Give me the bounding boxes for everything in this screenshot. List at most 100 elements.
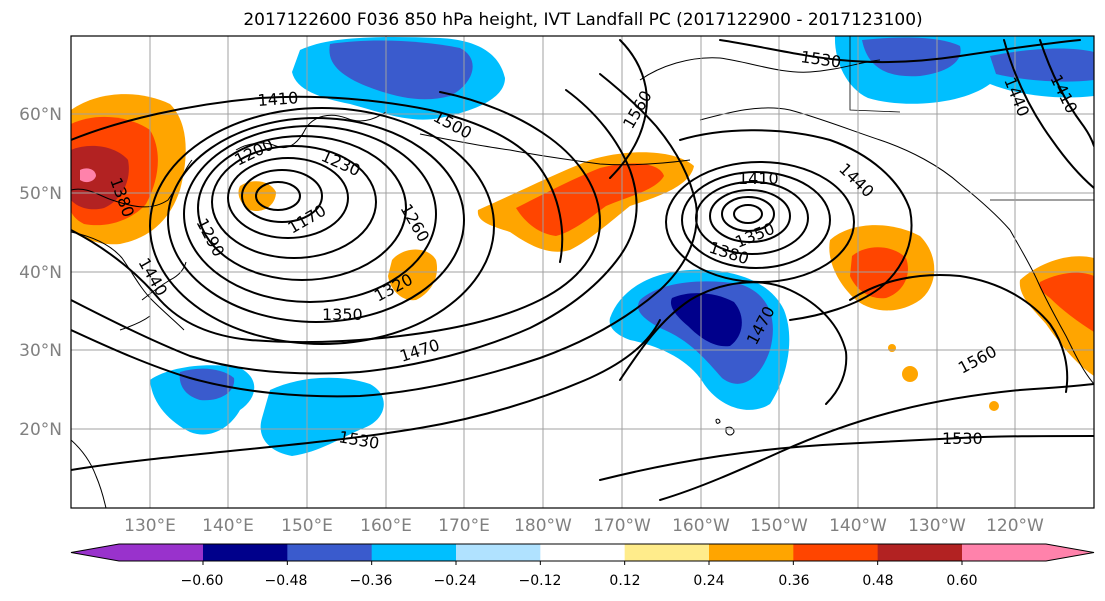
colorbar-label-2: −0.48: [265, 573, 308, 589]
contour-low-west-7: [167, 117, 465, 323]
lat-label-20n: 20°N: [19, 420, 62, 440]
colorbar-label-4: −0.24: [434, 573, 477, 589]
contour-1500-west: [71, 73, 698, 398]
colorbar-tick-labels: −0.60 −0.48 −0.36 −0.24 −0.12 0.12 0.24 …: [181, 573, 978, 589]
negative-ivt-shading: [150, 36, 1094, 456]
contour-label-16: 1410: [738, 169, 779, 188]
lon-label-140w: 140°W: [829, 516, 887, 536]
lat-label-30n: 30°N: [19, 341, 62, 361]
colorbar-label-10: 0.60: [946, 573, 977, 589]
contour-1440-west: [71, 91, 601, 344]
coast-aleutians: [419, 133, 691, 166]
contour-1530-top: [719, 39, 1081, 64]
contour-1410-west: [71, 95, 564, 263]
colorbar-segment-3: [371, 544, 457, 561]
lon-label-130w: 130°W: [908, 516, 966, 536]
lat-axis-labels: 60°N 50°N 40°N 30°N 20°N: [19, 105, 62, 440]
colorbar-label-8: 0.36: [778, 573, 809, 589]
lon-label-130e: 130°E: [124, 516, 176, 536]
colorbar-segment-7: [709, 544, 794, 561]
colorbar-segment-extend-low: [71, 544, 203, 561]
contour-low-west-3: [227, 157, 349, 239]
contour-1470-east: [619, 281, 848, 405]
shade-region-ne-red: [850, 247, 908, 299]
colorbar-label-7: 0.24: [693, 573, 724, 589]
coast-na-west: [1009, 229, 1094, 385]
shade-region-west-sub-light-2: [260, 377, 384, 456]
contour-low-west-5: [197, 135, 407, 281]
contour-low-west-6: [183, 125, 437, 303]
lat-label-60n: 60°N: [19, 105, 62, 125]
colorbar-outline: [70, 543, 1095, 562]
coast-alaska-north: [639, 57, 881, 81]
contour-label-11: 1350: [322, 305, 363, 324]
colorbar-segment-1: [203, 544, 288, 561]
shade-dot-1: [902, 366, 918, 382]
colorbar-segments: [70, 543, 1095, 562]
lon-label-140e: 140°E: [202, 516, 254, 536]
contour-low-east-1: [733, 204, 763, 224]
colorbar: −0.60 −0.48 −0.36 −0.24 −0.12 0.12 0.24 …: [70, 543, 1095, 589]
colorbar-label-1: −0.60: [181, 573, 224, 589]
contour-low-west-1: [255, 181, 301, 211]
colorbar-segment-5: [540, 544, 626, 561]
contour-1470-west: [71, 89, 638, 375]
contour-1530-east: [599, 435, 1094, 481]
figure-title: 2017122600 F036 850 hPa height, IVT Land…: [243, 10, 922, 30]
colorbar-segment-8: [793, 544, 879, 561]
contour-low-west-8: [149, 107, 495, 345]
lon-axis-labels: 130°E 140°E 150°E 160°E 170°E 180°W 170°…: [124, 516, 1044, 536]
shade-region-kuril-orange: [238, 181, 276, 212]
coast-alaska: [699, 107, 1011, 231]
height-contours: [71, 39, 1094, 501]
lon-label-150e: 150°E: [281, 516, 333, 536]
colorbar-segment-9: [877, 544, 963, 561]
contour-low-east-4: [695, 181, 809, 255]
lat-label-50n: 50°N: [19, 184, 62, 204]
shade-region-bering-mid: [329, 40, 473, 100]
colorbar-segment-4: [456, 544, 541, 561]
map-frame: [70, 35, 1095, 509]
shade-dot-3: [888, 344, 896, 352]
map-plot-area: 1410 1380 1440 1500 1200 1230 1260 1170 …: [71, 36, 1094, 508]
contour-1440-east: [679, 129, 913, 321]
contour-1560-east: [659, 383, 1094, 501]
lon-label-170e: 170°E: [438, 516, 490, 536]
coast-philippines: [71, 439, 107, 508]
colorbar-label-9: 0.48: [862, 573, 893, 589]
lon-label-150w: 150°W: [750, 516, 808, 536]
colorbar-segment-6: [624, 544, 710, 561]
contour-1410-right: [1039, 39, 1094, 147]
colorbar-label-3: −0.36: [350, 573, 393, 589]
contour-1440-right: [1003, 39, 1094, 189]
colorbar-ticks: [202, 561, 963, 565]
contour-low-west-4: [211, 145, 377, 259]
shade-region-central-dark: [670, 293, 742, 347]
contour-low-west-2: [241, 169, 323, 223]
contour-1560-top: [609, 39, 648, 179]
coast-kamchatka: [235, 111, 387, 151]
colorbar-label-5: −0.12: [519, 573, 562, 589]
lon-label-160w: 160°W: [672, 516, 730, 536]
contour-1530-west: [71, 319, 661, 471]
shade-dot-2: [989, 401, 999, 411]
contour-1560-high: [849, 274, 1069, 393]
shade-region-jet-red: [516, 163, 664, 236]
lon-label-180w: 180°W: [514, 516, 572, 536]
colorbar-label-6: 0.12: [609, 573, 640, 589]
shade-region-west-sub-mid: [179, 368, 235, 401]
shade-region-ca-red: [1039, 272, 1094, 332]
lat-label-40n: 40°N: [19, 263, 62, 283]
colorbar-segment-extend-high: [962, 544, 1094, 561]
shade-region-160e-orange: [388, 249, 438, 301]
contour-low-east-3: [709, 189, 791, 243]
contour-low-east-2: [721, 196, 775, 232]
coast-hawaii: [715, 418, 735, 436]
contour-label-1: 1410: [257, 88, 299, 110]
shade-region-alaska-mid: [862, 37, 961, 77]
lon-label-170w: 170°W: [593, 516, 651, 536]
contour-low-east-5: [681, 171, 831, 269]
contour-label-22: 1530: [942, 429, 983, 448]
lon-label-160e: 160°E: [360, 516, 412, 536]
